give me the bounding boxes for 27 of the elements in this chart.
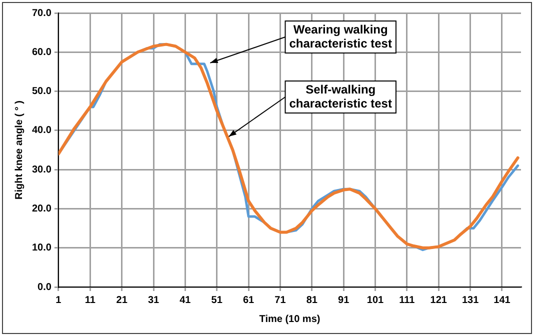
x-tick-label: 101 (366, 294, 384, 306)
x-tick-label: 1 (56, 294, 62, 306)
x-tick-label: 61 (242, 294, 255, 306)
x-tick-label: 41 (180, 294, 192, 306)
y-tick-label: 40.0 (32, 125, 52, 136)
x-tick-label: 91 (338, 294, 350, 306)
y-tick-label: 20.0 (32, 203, 52, 214)
annotation: Self-walking characteristic test (289, 82, 392, 110)
y-tick-label: 50.0 (32, 86, 52, 98)
x-tick-label: 11 (84, 294, 96, 306)
x-tick-label: 121 (430, 294, 448, 306)
x-tick-label: 131 (462, 294, 480, 306)
y-tick-label: 10.0 (32, 242, 52, 254)
annotation: Wearing walking characteristic test (289, 22, 392, 50)
x-axis-title: Time (10 ms) (259, 314, 320, 325)
y-tick-label: 60.0 (32, 46, 52, 58)
x-tick-label: 111 (399, 294, 416, 306)
x-tick-label: 31 (148, 294, 160, 306)
x-tick-label: 21 (116, 294, 128, 306)
y-tick-label: 30.0 (32, 164, 52, 176)
x-tick-label: 81 (306, 294, 318, 306)
x-tick-label: 71 (274, 294, 286, 306)
y-tick-label: 0.0 (38, 282, 52, 293)
y-axis-title: Right knee angle ( ° ) (14, 100, 25, 200)
y-tick-label: 70.0 (32, 8, 52, 19)
x-tick-label: 141 (494, 294, 511, 306)
x-tick-label: 51 (211, 294, 223, 306)
